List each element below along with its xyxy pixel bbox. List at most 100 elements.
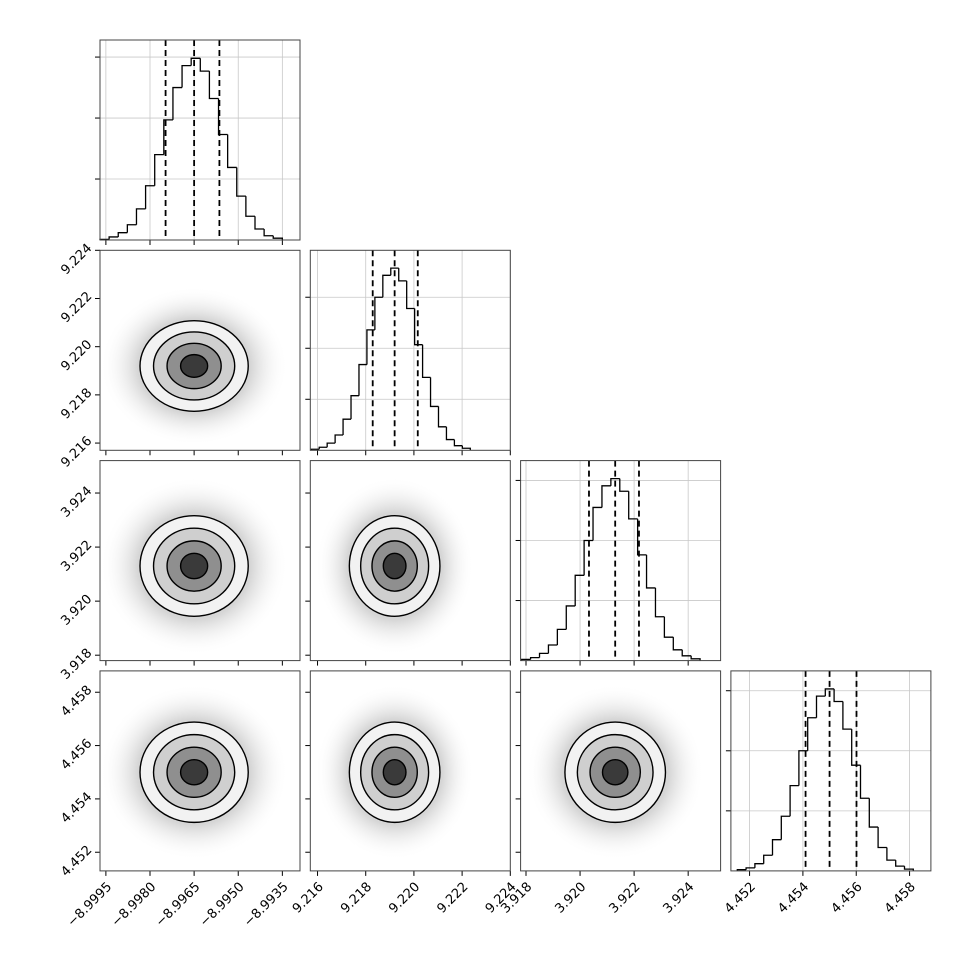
histogram-step (374, 296, 383, 330)
y-tick-label: 4.458 (58, 683, 95, 720)
histogram-step (824, 688, 835, 697)
density-contour (179, 552, 209, 580)
histogram-step (181, 64, 192, 88)
histogram-step (886, 847, 896, 861)
y-tick-label: 4.456 (58, 736, 95, 773)
histogram-step (117, 232, 128, 237)
histogram-step (406, 280, 415, 310)
histogram-step (144, 185, 155, 209)
panel-frame (309, 670, 511, 872)
y-tick-label: 3.924 (58, 484, 95, 521)
histogram-step (807, 717, 817, 751)
histogram-step (645, 554, 656, 589)
histogram-step (108, 236, 119, 240)
x-tick-label: 4.452 (722, 880, 759, 917)
histogram-step (663, 616, 674, 638)
histogram-step (445, 426, 455, 441)
x-tick-label: 9.216 (290, 880, 327, 917)
histogram-step (263, 229, 274, 237)
histogram-step (601, 485, 611, 508)
histogram-step (334, 434, 344, 444)
histogram-step (815, 695, 826, 718)
x-tick-label: −8.9980 (109, 880, 159, 930)
histogram-step (877, 827, 887, 849)
panel-frame (520, 670, 722, 872)
x-tick-label: 9.218 (338, 880, 375, 917)
histogram-step (547, 644, 558, 654)
histogram-step (358, 363, 367, 396)
histogram-step (628, 491, 638, 520)
histogram-step (610, 477, 620, 486)
histogram-step (126, 224, 137, 233)
histogram-step (780, 815, 791, 840)
histogram-step (763, 854, 773, 864)
histogram-step (245, 196, 255, 217)
panel-frame (99, 670, 301, 872)
y-tick-label: 3.922 (58, 538, 95, 575)
histogram-step (789, 784, 799, 817)
histogram-step (859, 765, 870, 799)
histogram-step (690, 655, 701, 661)
histogram-step (199, 58, 210, 72)
density-contour (382, 552, 407, 580)
histogram-step (154, 153, 164, 186)
y-tick-label: 3.918 (58, 646, 95, 683)
histogram-step (619, 478, 629, 492)
histogram-step (437, 406, 447, 428)
histogram-step (135, 208, 146, 225)
y-tick-label: 4.452 (58, 843, 95, 880)
histogram-step (903, 866, 914, 871)
histogram-step (895, 860, 905, 867)
x-tick-label: 4.458 (882, 880, 919, 917)
histogram-step (636, 518, 647, 556)
histogram-step (453, 439, 463, 447)
x-tick-label: 3.924 (661, 880, 698, 917)
histogram-step (833, 688, 843, 703)
y-tick-label: 9.224 (58, 241, 95, 278)
density-contour (382, 759, 407, 786)
histogram-step (868, 798, 879, 828)
histogram-step (236, 167, 246, 197)
histogram-step (842, 701, 852, 730)
histogram-step (163, 119, 173, 155)
histogram-step (754, 863, 764, 868)
y-tick-label: 9.222 (58, 289, 95, 326)
histogram-step (592, 506, 602, 541)
histogram-step (366, 329, 375, 365)
histogram-step (350, 395, 359, 420)
density-contour (179, 759, 209, 786)
panel-frame (309, 460, 511, 662)
histogram-step (382, 274, 391, 298)
histogram-step (390, 267, 399, 276)
density-contour (601, 759, 629, 786)
histogram-step (654, 587, 665, 618)
histogram-step (681, 649, 692, 657)
x-tick-label: −8.9950 (197, 880, 247, 930)
histogram-step (771, 839, 782, 856)
histogram-step (190, 57, 201, 66)
histogram-step (272, 235, 284, 240)
histogram-step (254, 216, 265, 230)
density-contour (179, 353, 209, 378)
histogram-step (429, 377, 439, 408)
panel-frame (730, 670, 932, 872)
x-tick-label: −8.9965 (153, 880, 203, 930)
histogram-step (851, 729, 861, 766)
x-tick-label: −8.9995 (65, 880, 115, 930)
panel-frame (99, 460, 301, 662)
histogram-step (326, 442, 336, 448)
histogram-step (398, 268, 407, 282)
x-tick-label: −8.9935 (241, 880, 291, 930)
panel-frame (99, 39, 301, 241)
y-tick-label: 9.216 (58, 434, 95, 471)
histogram-step (556, 628, 567, 645)
y-tick-label: 4.454 (58, 790, 95, 827)
y-tick-label: 9.218 (58, 386, 95, 423)
histogram-step (565, 605, 576, 630)
y-tick-label: 9.220 (58, 337, 95, 374)
histogram-step (413, 308, 423, 346)
x-tick-label: 3.920 (552, 880, 589, 917)
x-tick-label: 4.456 (829, 880, 866, 917)
histogram-step (226, 134, 237, 169)
